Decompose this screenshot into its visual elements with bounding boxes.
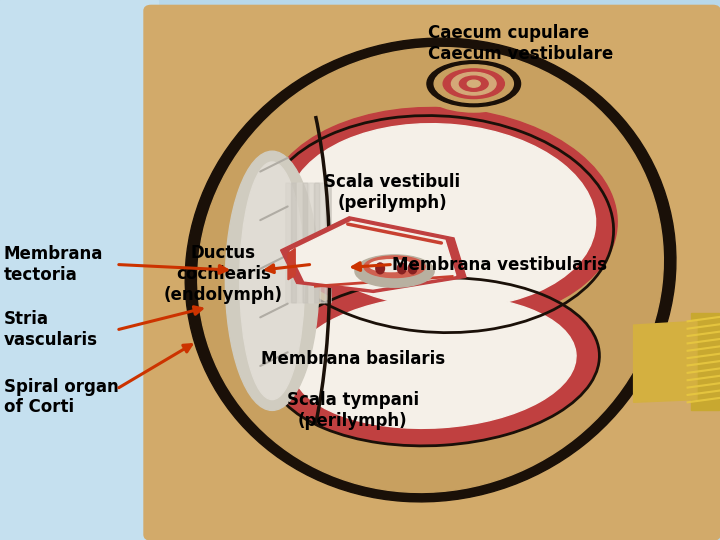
Text: Ductus
cochlearis
(endolymph): Ductus cochlearis (endolymph) bbox=[163, 244, 283, 303]
FancyArrowPatch shape bbox=[260, 303, 288, 318]
FancyBboxPatch shape bbox=[297, 183, 302, 303]
FancyBboxPatch shape bbox=[292, 183, 297, 303]
Ellipse shape bbox=[355, 255, 434, 287]
FancyBboxPatch shape bbox=[303, 183, 308, 303]
FancyBboxPatch shape bbox=[315, 183, 320, 303]
Text: Stria
vascularis: Stria vascularis bbox=[4, 310, 98, 349]
Polygon shape bbox=[281, 217, 466, 293]
Polygon shape bbox=[288, 248, 295, 280]
Ellipse shape bbox=[240, 162, 305, 400]
FancyArrowPatch shape bbox=[260, 255, 288, 269]
Ellipse shape bbox=[185, 38, 676, 502]
FancyBboxPatch shape bbox=[144, 5, 720, 540]
Ellipse shape bbox=[427, 60, 521, 107]
Ellipse shape bbox=[467, 80, 480, 87]
FancyBboxPatch shape bbox=[286, 183, 291, 303]
Text: Scala vestibuli
(perilymph): Scala vestibuli (perilymph) bbox=[324, 173, 461, 212]
FancyBboxPatch shape bbox=[326, 183, 331, 303]
Ellipse shape bbox=[451, 72, 496, 95]
Text: Membrana
tectoria: Membrana tectoria bbox=[4, 245, 103, 284]
Text: Spiral organ
of Corti: Spiral organ of Corti bbox=[4, 377, 118, 416]
Ellipse shape bbox=[364, 256, 425, 278]
Text: Scala tympani
(perilymph): Scala tympani (perilymph) bbox=[287, 391, 419, 430]
Ellipse shape bbox=[266, 107, 617, 325]
Ellipse shape bbox=[408, 263, 417, 274]
Ellipse shape bbox=[376, 263, 384, 274]
FancyArrowPatch shape bbox=[260, 352, 288, 366]
Ellipse shape bbox=[269, 278, 600, 446]
Text: Caecum cupulare
Caecum vestibulare: Caecum cupulare Caecum vestibulare bbox=[428, 24, 613, 63]
Polygon shape bbox=[691, 313, 719, 410]
Ellipse shape bbox=[397, 263, 406, 274]
FancyBboxPatch shape bbox=[309, 183, 314, 303]
Bar bbox=[0, 0, 158, 540]
Ellipse shape bbox=[434, 65, 513, 103]
Ellipse shape bbox=[198, 48, 663, 492]
Polygon shape bbox=[290, 221, 456, 289]
Ellipse shape bbox=[459, 76, 488, 91]
Ellipse shape bbox=[292, 295, 576, 428]
FancyArrowPatch shape bbox=[260, 206, 288, 220]
Polygon shape bbox=[634, 321, 697, 402]
Ellipse shape bbox=[418, 55, 529, 112]
FancyArrowPatch shape bbox=[260, 158, 288, 172]
Ellipse shape bbox=[225, 151, 319, 410]
Ellipse shape bbox=[287, 124, 595, 308]
Ellipse shape bbox=[369, 260, 413, 272]
Text: Membrana basilaris: Membrana basilaris bbox=[261, 350, 445, 368]
Ellipse shape bbox=[443, 69, 504, 98]
FancyBboxPatch shape bbox=[320, 183, 325, 303]
Text: Membrana vestibularis: Membrana vestibularis bbox=[392, 255, 608, 274]
